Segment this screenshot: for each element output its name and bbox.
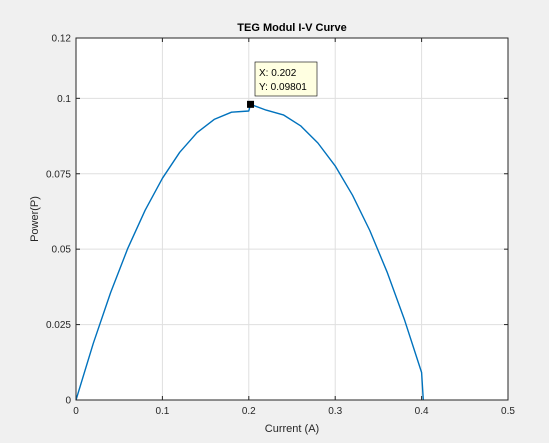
datatip-x-text: X: 0.202 [259,68,297,79]
y-tick-labels: 0 0.025 0.05 0.075 0.1 0.12 [46,34,71,407]
y-axis-label: Power(P) [29,196,41,242]
y-tick-label: 0.05 [52,245,72,256]
chart-title: TEG Modul I-V Curve [237,22,346,34]
x-axis-label: Current (A) [265,423,319,435]
x-tick-label: 0.3 [328,406,342,417]
y-tick-label: 0 [65,396,71,407]
x-tick-labels: 0 0.1 0.2 0.3 0.4 0.5 [73,406,515,417]
y-tick-label: 0.1 [57,94,71,105]
x-tick-label: 0.4 [415,406,429,417]
datatip-box [254,61,318,97]
x-tick-label: 0.2 [242,406,256,417]
grid-lines [76,38,508,400]
datatip[interactable]: X: 0.202 Y: 0.09801 [247,61,318,108]
axes-box [75,37,509,401]
x-tick-label: 0 [73,406,79,417]
tick-marks [75,37,509,401]
x-tick-label: 0.5 [501,406,515,417]
y-tick-label: 0.075 [46,169,71,180]
y-tick-label: 0.025 [46,320,71,331]
datatip-marker[interactable] [247,100,255,108]
x-tick-label: 0.1 [155,406,169,417]
datatip-y-text: Y: 0.09801 [259,82,307,93]
y-tick-label: 0.12 [52,34,72,45]
